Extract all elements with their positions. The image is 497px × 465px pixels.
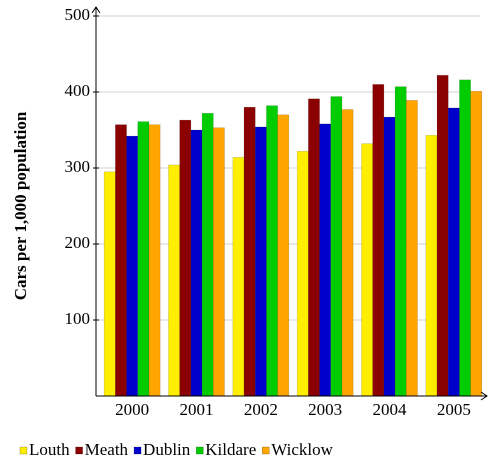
bars <box>103 74 483 397</box>
bar <box>103 171 116 397</box>
bar <box>425 135 438 397</box>
bar <box>201 112 214 397</box>
bar <box>277 114 290 397</box>
y-tick-label: 300 <box>65 157 91 176</box>
bar <box>179 119 192 397</box>
x-tick-label: 2005 <box>437 400 471 419</box>
bar <box>308 98 320 397</box>
bar <box>361 143 373 397</box>
x-tick-label: 2002 <box>244 400 278 419</box>
legend-label: Dublin <box>143 440 191 459</box>
y-tick-label: 200 <box>65 233 91 252</box>
bar <box>148 124 161 397</box>
bar <box>470 90 483 397</box>
bar <box>447 107 460 397</box>
legend-label: Kildare <box>205 440 256 459</box>
legend: Louth Meath Dublin Kildare Wicklow <box>19 440 334 459</box>
bar <box>319 123 332 397</box>
bar <box>115 124 127 397</box>
y-tick-label: 400 <box>65 81 91 100</box>
legend-swatch <box>19 446 28 455</box>
legend-swatch <box>75 446 83 455</box>
bar <box>254 126 267 397</box>
y-tick-label: 100 <box>65 309 91 328</box>
bar <box>126 135 139 397</box>
legend-label: Louth <box>29 440 70 459</box>
legend-label: Wicklow <box>271 440 333 459</box>
legend-label: Meath <box>85 440 129 459</box>
bar <box>394 86 407 397</box>
bar <box>243 106 256 397</box>
x-tick-label: 2003 <box>308 400 342 419</box>
y-axis-label: Cars per 1,000 population <box>11 111 30 300</box>
bar <box>232 157 245 397</box>
legend-swatch <box>195 446 204 455</box>
bar <box>405 100 418 397</box>
x-tick-label: 2004 <box>373 400 408 419</box>
bar <box>168 164 180 397</box>
y-axis <box>91 6 101 396</box>
bar <box>190 129 203 397</box>
y-tick-label: 500 <box>65 5 91 24</box>
bar <box>383 116 396 397</box>
bar <box>459 79 471 397</box>
bar <box>372 84 385 397</box>
bar <box>137 121 150 397</box>
x-tick-label: 2000 <box>115 400 149 419</box>
bar <box>341 109 354 397</box>
bar <box>213 127 225 397</box>
bar <box>436 74 449 397</box>
bar <box>296 150 309 397</box>
bar <box>266 105 278 397</box>
x-tick-label: 2001 <box>180 400 214 419</box>
x-axis <box>96 391 488 401</box>
legend-swatch <box>133 446 142 455</box>
bar <box>330 96 343 397</box>
legend-swatch <box>261 446 270 455</box>
